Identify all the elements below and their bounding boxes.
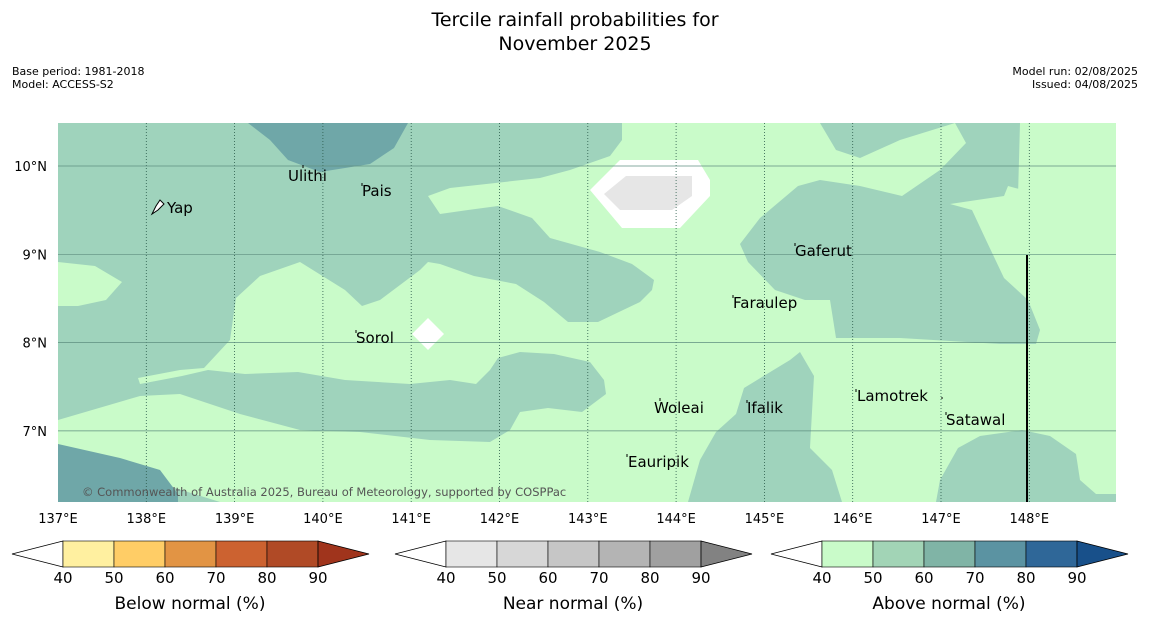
colorbar-segment bbox=[266, 540, 319, 568]
colorbar-above-label: Above normal (%) bbox=[872, 594, 1026, 614]
colorbar-segment bbox=[496, 540, 549, 568]
colorbar-below-label: Below normal (%) bbox=[114, 594, 266, 614]
colorbar-tick-label: 50 bbox=[104, 569, 123, 587]
colorbar-tick-label: 90 bbox=[308, 569, 327, 587]
colorbar-tick-label: 40 bbox=[436, 569, 455, 587]
attribution: © Commonwealth of Australia 2025, Bureau… bbox=[82, 485, 566, 499]
lon-tick-label: 144°E bbox=[656, 512, 696, 527]
model-run: Model run: 02/08/2025 bbox=[1012, 65, 1138, 78]
issued-date: Issued: 04/08/2025 bbox=[1031, 78, 1138, 91]
label-pais: Pais bbox=[362, 182, 392, 200]
colorbar-min-triangle bbox=[394, 540, 447, 568]
colorbar-tick-label: 80 bbox=[640, 569, 659, 587]
meta-left: Base period: 1981-2018 Model: ACCESS-S2 bbox=[12, 65, 144, 91]
zone-above-50-60-main bbox=[58, 123, 1116, 502]
lon-tick-label: 139°E bbox=[215, 512, 255, 527]
lon-tick-label: 143°E bbox=[568, 512, 608, 527]
lon-tick-label: 145°E bbox=[745, 512, 785, 527]
colorbar-2: 40 50 60 70 80 90 bbox=[770, 540, 1129, 587]
lat-tick-label: 7°N bbox=[23, 425, 48, 440]
latitude-labels: 10°N 9°N 8°N 7°N bbox=[14, 160, 47, 440]
label-yap: Yap bbox=[166, 199, 193, 217]
colorbar-max-triangle bbox=[317, 540, 370, 568]
colorbar-segment bbox=[974, 540, 1027, 568]
colorbar-tick-label: 60 bbox=[538, 569, 557, 587]
label-ulithi: Ulithi bbox=[288, 167, 327, 185]
title-line-1: Tercile rainfall probabilities for bbox=[431, 9, 719, 31]
label-lamotrek: Lamotrek bbox=[857, 387, 928, 405]
colorbar-min-triangle bbox=[770, 540, 823, 568]
colorbar-tick-label: 60 bbox=[914, 569, 933, 587]
colorbar-tick-label: 70 bbox=[206, 569, 225, 587]
colorbar-max-triangle bbox=[1076, 540, 1129, 568]
label-woleai: Woleai bbox=[654, 399, 704, 417]
lon-tick-label: 137°E bbox=[38, 512, 78, 527]
colorbar-segment bbox=[821, 540, 874, 568]
probability-field bbox=[58, 123, 1116, 502]
colorbar-segment bbox=[547, 540, 600, 568]
lon-tick-label: 148°E bbox=[1010, 512, 1050, 527]
colorbars: 40 50 60 70 80 90 40 50 60 70 80 90 40 50 60 70 80 90 bbox=[11, 540, 1129, 587]
colorbar-min-triangle bbox=[11, 540, 64, 568]
colorbar-max-triangle bbox=[700, 540, 753, 568]
zone-above-70-80-north bbox=[248, 123, 408, 172]
colorbar-segment bbox=[649, 540, 702, 568]
colorbar-tick-label: 50 bbox=[487, 569, 506, 587]
colorbar-tick-label: 80 bbox=[257, 569, 276, 587]
colorbar-near-label: Near normal (%) bbox=[502, 594, 644, 614]
colorbar-tick-label: 70 bbox=[965, 569, 984, 587]
base-period: Base period: 1981-2018 bbox=[12, 65, 145, 78]
colorbar-segment bbox=[62, 540, 115, 568]
zone-above-50-60-west bbox=[58, 262, 122, 306]
lon-tick-label: 147°E bbox=[921, 512, 961, 527]
label-faraulep: Faraulep bbox=[733, 294, 797, 312]
colorbar-tick-label: 90 bbox=[1067, 569, 1086, 587]
gridlines bbox=[58, 123, 1116, 502]
title-line-2: November 2025 bbox=[498, 33, 652, 55]
colorbar-tick-label: 90 bbox=[691, 569, 710, 587]
label-eauripik: Eauripik bbox=[628, 453, 689, 471]
place-labels: Ulithi Pais Yap Gaferut Faraulep Sorol L… bbox=[166, 167, 1005, 471]
model-name: Model: ACCESS-S2 bbox=[12, 78, 114, 91]
zone-above-70-80-southwest bbox=[58, 444, 178, 502]
lon-tick-label: 141°E bbox=[391, 512, 431, 527]
label-satawal: Satawal bbox=[946, 411, 1005, 429]
meta-right: Model run: 02/08/2025 Issued: 04/08/2025 bbox=[1012, 65, 1138, 91]
colorbar-segment bbox=[1025, 540, 1078, 568]
map-title: Tercile rainfall probabilities for Novem… bbox=[0, 8, 1150, 56]
lon-tick-label: 146°E bbox=[833, 512, 873, 527]
island-markers bbox=[150, 165, 947, 457]
colorbar-segment bbox=[445, 540, 498, 568]
colorbar-segment bbox=[164, 540, 217, 568]
lon-tick-label: 138°E bbox=[127, 512, 167, 527]
lat-tick-label: 9°N bbox=[23, 248, 48, 263]
colorbar-segment bbox=[923, 540, 976, 568]
yap-island-shape bbox=[150, 199, 165, 216]
colorbar-tick-label: 70 bbox=[589, 569, 608, 587]
colorbar-tick-label: 80 bbox=[1016, 569, 1035, 587]
lat-tick-label: 10°N bbox=[14, 160, 47, 175]
colorbar-segment bbox=[872, 540, 925, 568]
lon-tick-label: 142°E bbox=[480, 512, 520, 527]
colorbar-tick-label: 60 bbox=[155, 569, 174, 587]
lat-tick-label: 8°N bbox=[23, 337, 48, 352]
label-gaferut: Gaferut bbox=[795, 242, 852, 260]
colorbar-1: 40 50 60 70 80 90 bbox=[394, 540, 753, 587]
colorbar-tick-label: 40 bbox=[53, 569, 72, 587]
near-normal-diamond bbox=[412, 318, 444, 350]
colorbar-segment bbox=[598, 540, 651, 568]
longitude-labels: 137°E 138°E 139°E 140°E 141°E 142°E 143°E 144°E… bbox=[38, 512, 1049, 527]
lon-tick-label: 140°E bbox=[303, 512, 343, 527]
label-sorol: Sorol bbox=[356, 329, 394, 347]
colorbar-tick-label: 50 bbox=[863, 569, 882, 587]
label-ifalik: Ifalik bbox=[747, 399, 783, 417]
colorbar-0: 40 50 60 70 80 90 bbox=[11, 540, 370, 587]
zone-near-50-60 bbox=[604, 176, 692, 210]
colorbar-segment bbox=[113, 540, 166, 568]
colorbar-segment bbox=[215, 540, 268, 568]
colorbar-tick-label: 40 bbox=[812, 569, 831, 587]
